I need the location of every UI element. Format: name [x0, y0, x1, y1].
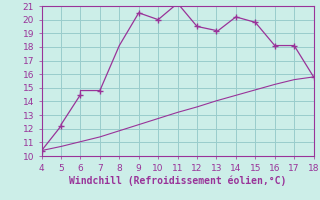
- X-axis label: Windchill (Refroidissement éolien,°C): Windchill (Refroidissement éolien,°C): [69, 175, 286, 186]
